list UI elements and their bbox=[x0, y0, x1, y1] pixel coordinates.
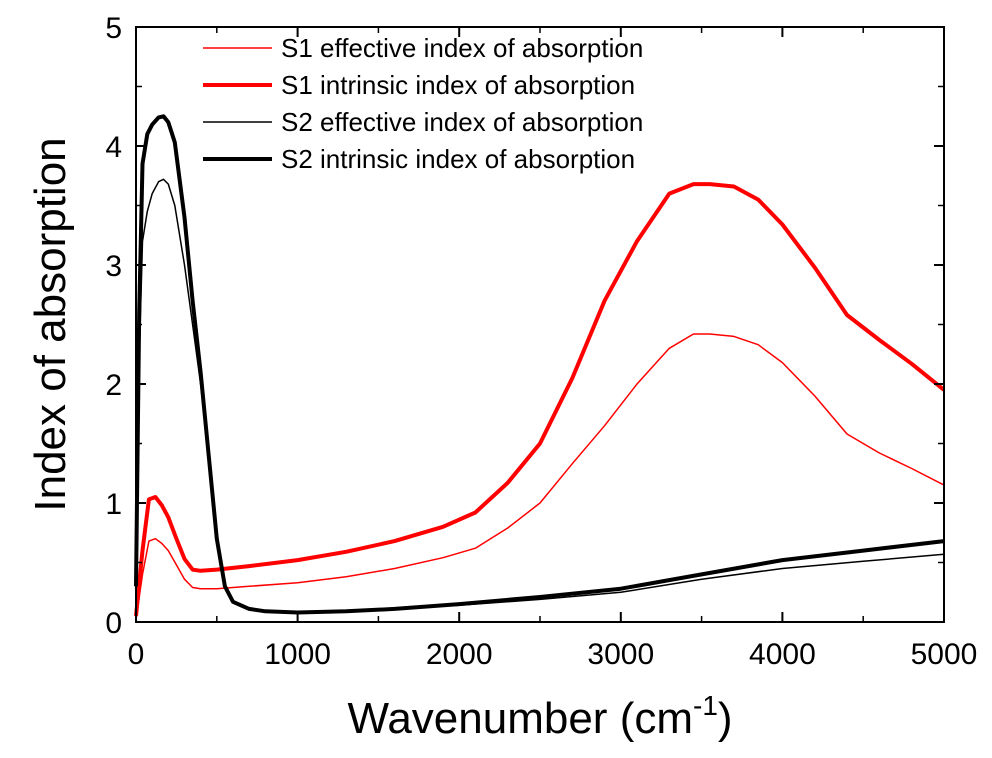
y-tick-label: 4 bbox=[105, 131, 122, 164]
legend-label-2: S1 intrinsic index of absorption bbox=[281, 70, 635, 100]
legend-label-3: S2 effective index of absorption bbox=[281, 107, 643, 137]
x-axis-label-main: Wavenumber (cm bbox=[347, 694, 693, 743]
x-tick-label: 4000 bbox=[749, 638, 816, 671]
x-axis-label: Wavenumber (cm-1) bbox=[347, 690, 732, 743]
y-tick-label: 1 bbox=[105, 488, 122, 521]
axis-ticks bbox=[135, 26, 945, 623]
y-tick-label: 3 bbox=[105, 250, 122, 283]
y-tick-label: 5 bbox=[105, 12, 122, 45]
x-tick-label: 2000 bbox=[426, 638, 493, 671]
legend-label-1: S1 effective index of absorption bbox=[281, 33, 643, 63]
series-line-3 bbox=[135, 178, 945, 614]
series-line-4 bbox=[134, 114, 945, 615]
x-tick-label: 1000 bbox=[264, 638, 331, 671]
legend: S1 effective index of absorption S1 intri… bbox=[203, 33, 643, 174]
tick-labels: 0 1000 2000 3000 4000 5000 0 1 2 3 4 5 bbox=[105, 12, 977, 671]
x-axis-label-close: ) bbox=[718, 694, 733, 743]
series-lines bbox=[134, 114, 946, 620]
y-axis-label: Index of absorption bbox=[26, 137, 75, 511]
x-tick-label: 3000 bbox=[587, 638, 654, 671]
legend-label-4: S2 intrinsic index of absorption bbox=[281, 144, 635, 174]
x-tick-label: 5000 bbox=[911, 638, 978, 671]
x-tick-label: 0 bbox=[128, 638, 145, 671]
series-line-2 bbox=[134, 182, 946, 617]
x-axis-label-superscript: -1 bbox=[693, 690, 718, 721]
series-line-1 bbox=[135, 333, 945, 620]
y-tick-label: 0 bbox=[105, 607, 122, 640]
y-tick-label: 2 bbox=[105, 369, 122, 402]
